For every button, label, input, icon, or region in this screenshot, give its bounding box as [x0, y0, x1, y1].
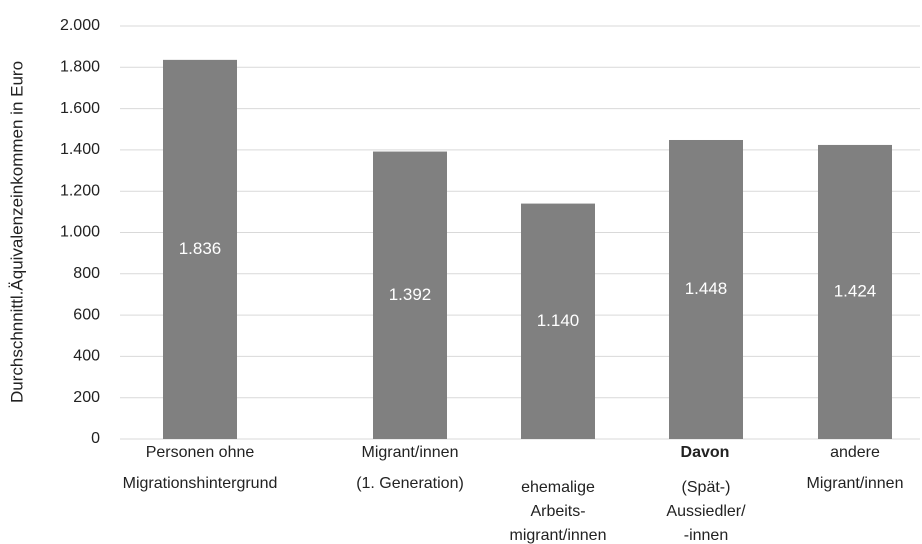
- x-tick-label: andere: [830, 444, 880, 461]
- data-label: 1.836: [179, 239, 222, 258]
- y-tick-label: 1.200: [60, 182, 100, 199]
- y-axis-label: Durchschnnittl.Äquivalenzeinkommen in Eu…: [7, 61, 26, 403]
- bar: [669, 139, 743, 439]
- y-tick-label: 400: [73, 348, 100, 365]
- y-tick-label: 600: [73, 306, 100, 323]
- data-label: 1.448: [685, 279, 728, 298]
- x-tick-label: (Spät-): [682, 479, 731, 496]
- data-label: 1.424: [834, 281, 877, 300]
- y-tick-label: 1.800: [60, 59, 100, 76]
- x-tick-label: Migrant/innen: [807, 475, 904, 492]
- x-tick-label: Migrationshintergrund: [123, 475, 278, 492]
- bar: [163, 59, 237, 440]
- data-label: 1.140: [537, 311, 580, 330]
- x-tick-label: ehemalige: [521, 479, 595, 496]
- data-label: 1.392: [389, 285, 432, 304]
- bar: [373, 151, 447, 439]
- x-tick-label: (1. Generation): [356, 475, 464, 492]
- bar: [818, 144, 892, 439]
- bar: [521, 203, 595, 439]
- x-tick-label: Aussiedler/: [666, 503, 746, 520]
- y-tick-label: 800: [73, 265, 100, 282]
- y-tick-label: 1.600: [60, 100, 100, 117]
- x-tick-label: -innen: [684, 527, 728, 544]
- x-tick-label: migrant/innen: [510, 527, 607, 544]
- y-tick-label: 2.000: [60, 17, 100, 34]
- y-tick-label: 1.400: [60, 141, 100, 158]
- x-tick-label: Personen ohne: [146, 444, 255, 461]
- x-tick-label: Migrant/innen: [362, 444, 459, 461]
- y-tick-label: 200: [73, 389, 100, 406]
- x-tick-label: Arbeits-: [530, 503, 585, 520]
- y-tick-label: 0: [91, 430, 100, 447]
- annotation: Davon: [681, 444, 730, 461]
- y-tick-label: 1.000: [60, 224, 100, 241]
